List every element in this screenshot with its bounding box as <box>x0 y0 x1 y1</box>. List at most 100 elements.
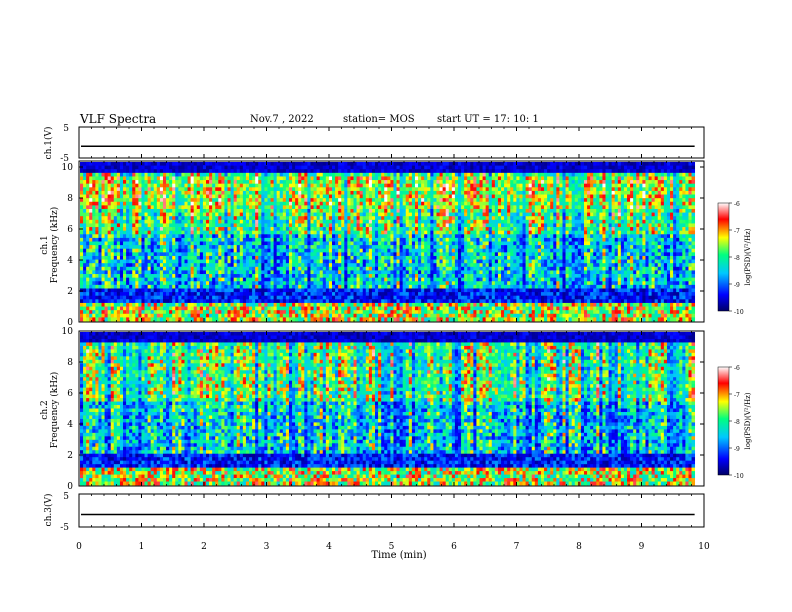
spectrogram-cell <box>414 259 419 264</box>
spectrogram-cell <box>267 277 271 282</box>
spectrogram-cell <box>113 288 118 293</box>
spectrogram-cell <box>384 292 388 297</box>
spectrogram-cell <box>193 208 198 213</box>
spectrogram-cell <box>393 277 397 282</box>
spectrogram-cell <box>230 165 235 170</box>
spectrogram-cell <box>233 230 238 235</box>
spectrogram-cell <box>424 299 428 304</box>
spectrogram-cell <box>101 212 105 217</box>
spectrogram-cell <box>215 162 219 167</box>
spectrogram-cell <box>371 313 376 318</box>
spectrogram-cell <box>135 169 139 174</box>
spectrogram-cell <box>242 187 247 192</box>
spectrogram-cell <box>202 306 207 311</box>
spectrogram-cell <box>184 310 188 315</box>
spectrogram-cell <box>150 183 155 188</box>
spectrogram-cell <box>135 165 139 170</box>
spectrogram-cell <box>184 245 188 250</box>
spectrogram-cell <box>304 266 308 271</box>
spectrogram-cell <box>249 237 253 242</box>
spectrogram-cell <box>322 284 327 289</box>
spectrogram-cell <box>175 208 179 213</box>
spectrogram-cell <box>95 302 99 307</box>
spectrogram-cell <box>295 169 299 174</box>
spectrogram-cell <box>285 190 290 195</box>
spectrogram-cell <box>295 198 299 203</box>
spectrogram-cell <box>359 255 364 260</box>
spectrogram-cell <box>138 237 142 242</box>
spectrogram-cell <box>264 270 268 275</box>
spectrogram-cell <box>212 292 216 297</box>
spectrogram-cell <box>132 187 136 192</box>
spectrogram-cell <box>264 172 268 177</box>
spectrogram-cell <box>276 266 281 271</box>
spectrogram-cell <box>153 281 158 286</box>
spectrogram-cell <box>405 248 410 253</box>
spectrogram-cell <box>282 176 287 181</box>
spectrogram-cell <box>319 165 324 170</box>
spectrogram-cell <box>301 274 305 279</box>
spectrogram-cell <box>101 162 105 167</box>
spectrogram-cell <box>119 295 124 300</box>
spectrogram-cell <box>332 201 336 206</box>
spectrogram-cell <box>113 176 118 181</box>
spectrogram-cell <box>92 241 96 246</box>
spectrogram-cell <box>356 288 361 293</box>
spectrogram-cell <box>135 317 139 322</box>
spectrogram-cell <box>255 216 259 221</box>
spectrogram-cell <box>325 306 330 311</box>
spectrogram-cell <box>384 172 388 177</box>
spectrogram-cell <box>116 310 121 315</box>
spectrogram-cell <box>110 180 115 185</box>
spectrogram-cell <box>221 219 225 224</box>
spectrogram-cell <box>279 310 284 315</box>
spectrogram-cell <box>150 194 155 199</box>
spectrogram-cell <box>264 306 268 311</box>
spectrogram-cell <box>325 169 330 174</box>
spectrogram-cell <box>227 306 231 311</box>
spectrogram-cell <box>98 255 102 260</box>
spectrogram-cell <box>418 172 422 177</box>
spectrogram-cell <box>196 187 201 192</box>
spectrogram-cell <box>181 194 185 199</box>
spectrogram-cell <box>282 259 287 264</box>
spectrogram-cell <box>381 313 385 318</box>
spectrogram-cell <box>365 255 370 260</box>
spectrogram-cell <box>202 198 207 203</box>
spectrogram-cell <box>368 234 373 239</box>
spectrogram-cell <box>236 292 241 297</box>
spectrogram-cell <box>322 274 327 279</box>
spectrogram-cell <box>150 187 155 192</box>
spectrogram-cell <box>322 198 327 203</box>
spectrogram-cell <box>129 180 133 185</box>
spectrogram-cell <box>282 248 287 253</box>
spectrogram-cell <box>427 201 431 206</box>
spectrogram-cell <box>230 241 235 246</box>
spectrogram-cell <box>292 223 296 228</box>
spectrogram-cell <box>172 237 176 242</box>
spectrogram-cell <box>399 212 404 217</box>
spectrogram-cell <box>162 266 167 271</box>
spectrogram-cell <box>249 255 253 260</box>
spectrogram-cell <box>129 230 133 235</box>
spectrogram-cell <box>156 295 161 300</box>
spectrogram-cell <box>138 299 142 304</box>
spectrogram-cell <box>362 230 367 235</box>
spectrogram-cell <box>181 292 185 297</box>
spectrogram-cell <box>150 292 155 297</box>
spectrogram-cell <box>150 237 155 242</box>
spectrogram-cell <box>150 274 155 279</box>
spectrogram-cell <box>126 310 130 315</box>
spectrogram-cell <box>199 230 204 235</box>
spectrogram-cell <box>218 295 222 300</box>
spectrogram-cell <box>202 259 207 264</box>
spectrogram-cell <box>307 165 311 170</box>
spectrogram-cell <box>187 277 192 282</box>
spectrogram-cell <box>190 288 195 293</box>
spectrogram-cell <box>153 201 158 206</box>
spectrogram-cell <box>196 169 201 174</box>
spectrogram-cell <box>322 292 327 297</box>
spectrogram-cell <box>319 201 324 206</box>
spectrogram-cell <box>172 255 176 260</box>
spectrogram-cell <box>119 180 124 185</box>
